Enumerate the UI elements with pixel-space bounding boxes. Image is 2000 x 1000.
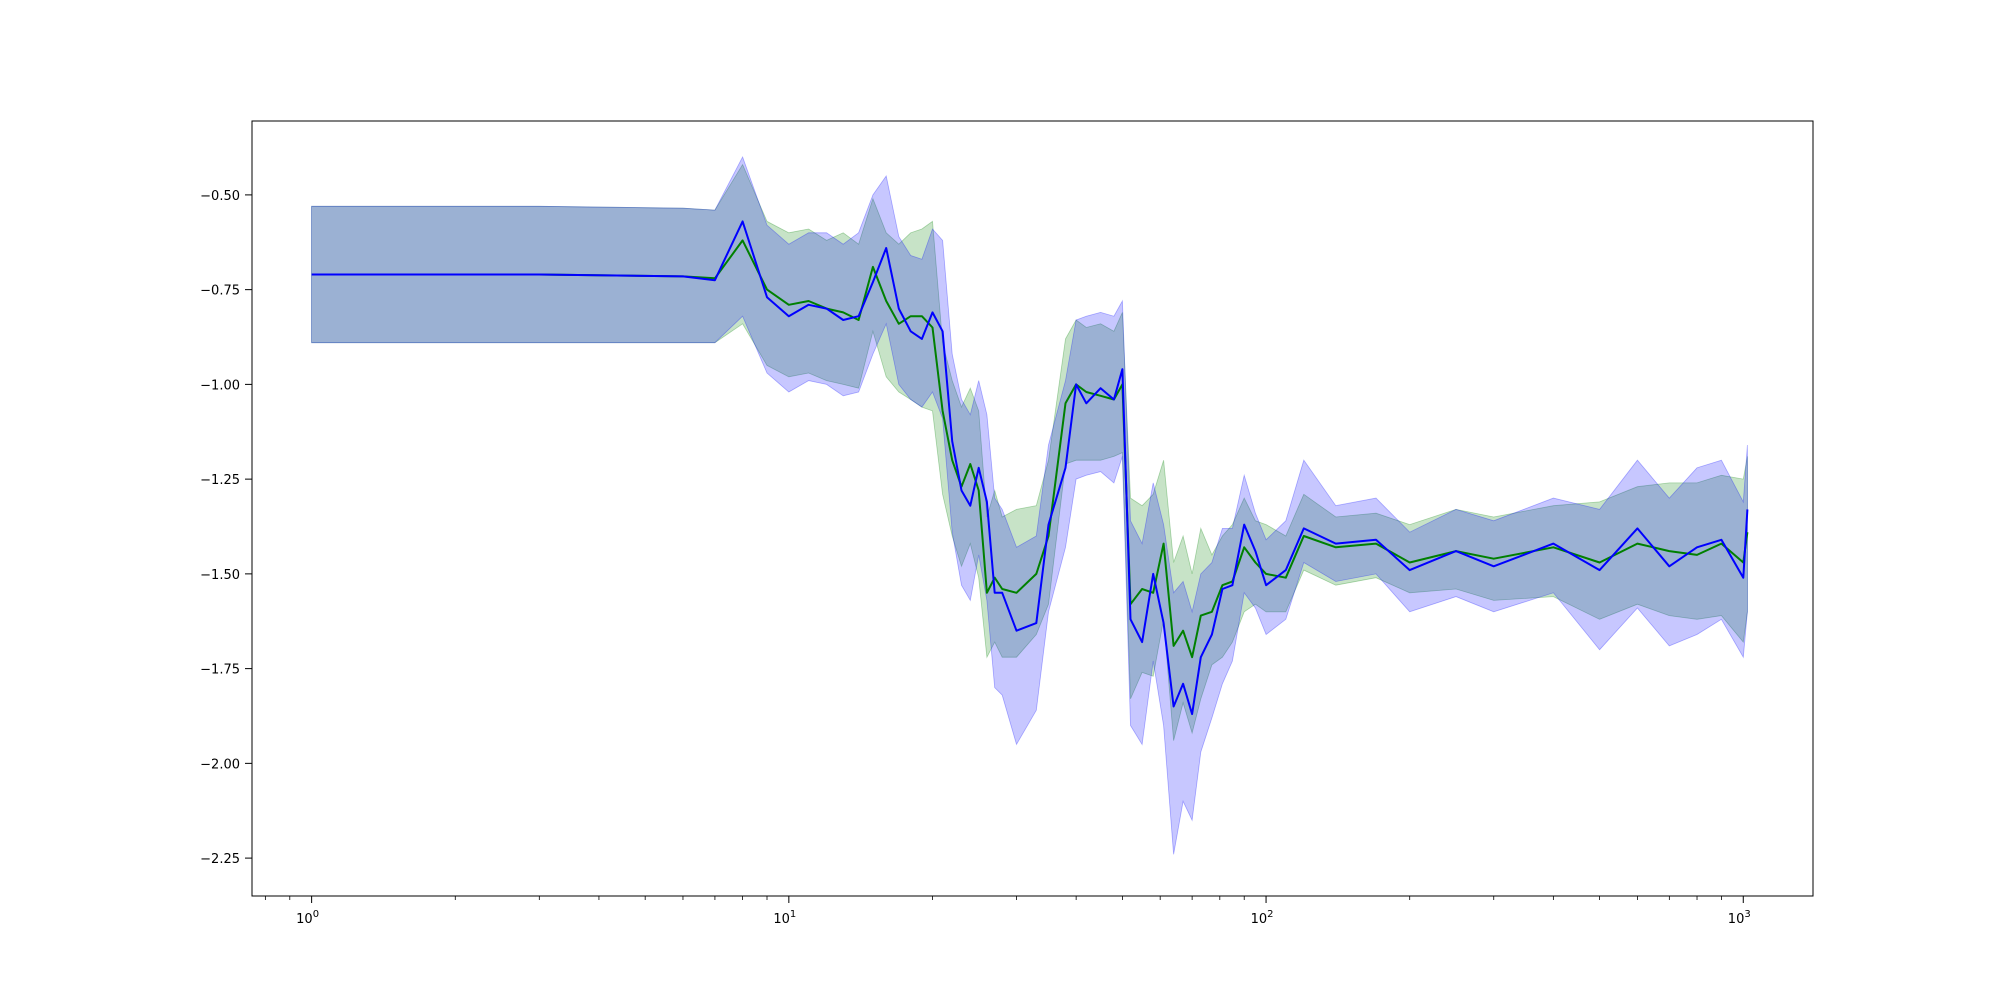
y-tick-label: −0.75 bbox=[200, 284, 240, 299]
y-tick-label: −1.75 bbox=[200, 663, 240, 678]
y-tick-label: −2.25 bbox=[200, 852, 240, 867]
series-1-band bbox=[311, 163, 1748, 741]
y-tick-label: −1.50 bbox=[200, 568, 240, 583]
x-tick-label: 102 bbox=[1251, 909, 1274, 927]
y-tick-label: −0.50 bbox=[200, 189, 240, 204]
x-tick-label: 103 bbox=[1728, 909, 1751, 927]
y-tick-label: −1.00 bbox=[200, 378, 240, 393]
plot-frame bbox=[251, 120, 1814, 897]
series-lines bbox=[311, 220, 1749, 716]
y-axis: −0.50 −0.75 −1.00 −1.25 −1.50 −1.75 −2.00 −2.25 bbox=[200, 189, 252, 867]
series-2-band bbox=[311, 156, 1748, 855]
x-tick-label: 101 bbox=[773, 909, 796, 927]
y-tick-label: −2.00 bbox=[200, 757, 240, 772]
x-axis: 100 101 102 103 bbox=[264, 896, 1751, 927]
confidence-bands bbox=[311, 156, 1748, 855]
x-tick-label: 100 bbox=[296, 909, 319, 927]
series-2-line bbox=[311, 220, 1749, 716]
y-tick-label: −1.25 bbox=[200, 473, 240, 488]
